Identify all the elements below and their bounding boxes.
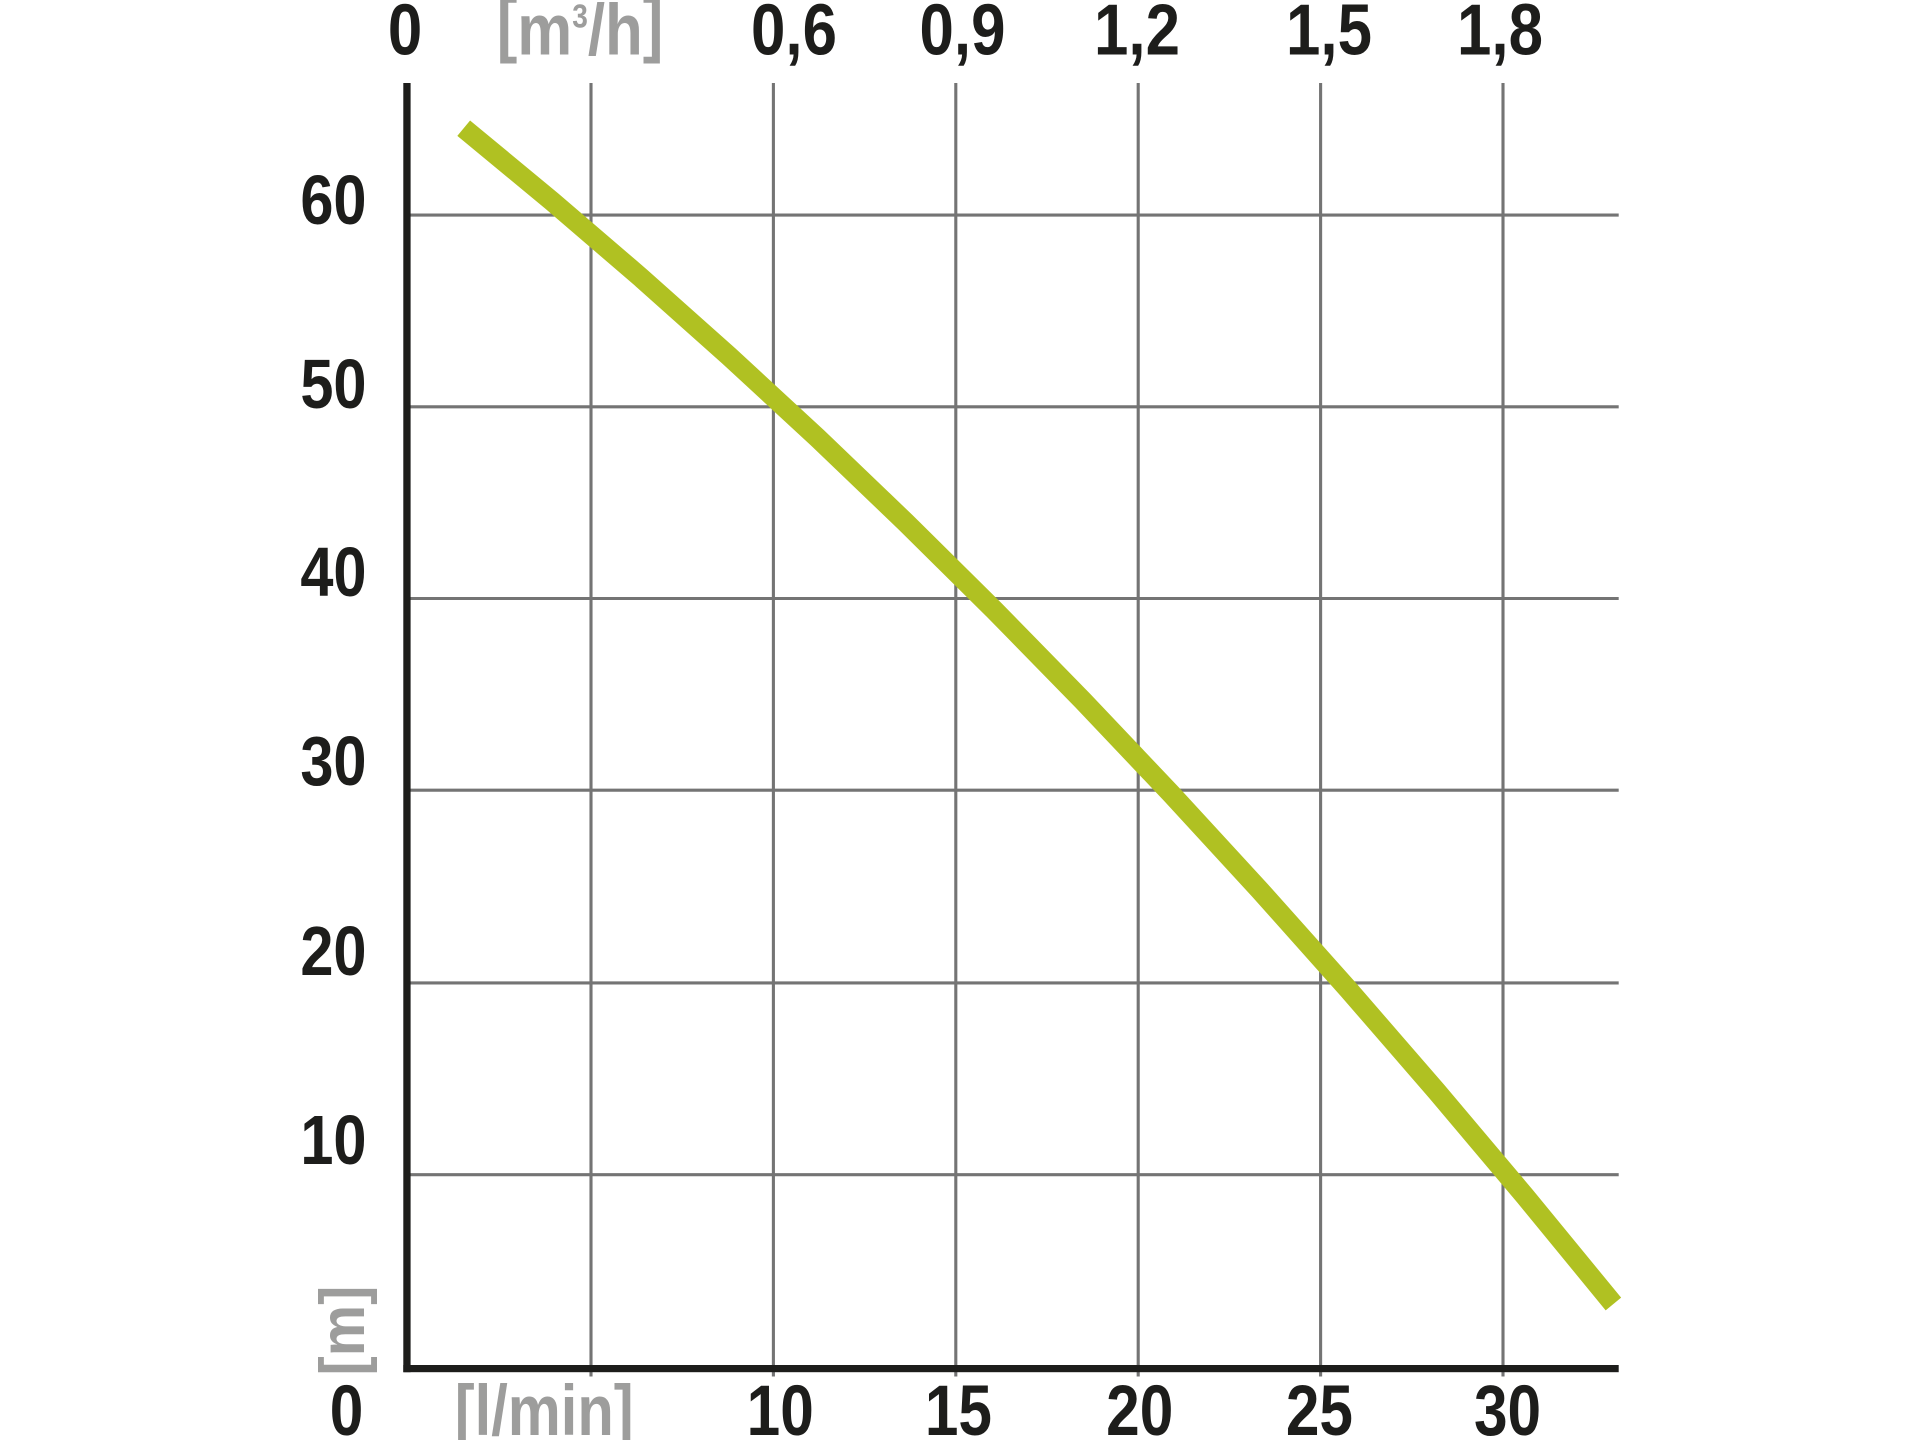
svg-text:25: 25: [1286, 1370, 1353, 1440]
svg-text:[m]: [m]: [306, 1286, 377, 1376]
svg-text:1,5: 1,5: [1286, 0, 1372, 71]
svg-text:15: 15: [925, 1370, 992, 1440]
svg-text:10: 10: [300, 1101, 366, 1180]
svg-text:0,9: 0,9: [920, 0, 1006, 71]
svg-text:50: 50: [300, 344, 366, 423]
svg-text:0: 0: [330, 1370, 364, 1440]
svg-text:0: 0: [388, 0, 422, 71]
svg-text:[m3/h]: [m3/h]: [497, 0, 664, 71]
svg-text:20: 20: [1106, 1370, 1173, 1440]
svg-text:30: 30: [1474, 1370, 1541, 1440]
svg-text:1,8: 1,8: [1457, 0, 1543, 71]
svg-text:40: 40: [300, 532, 366, 611]
svg-text:60: 60: [300, 161, 366, 240]
svg-text:20: 20: [300, 911, 366, 990]
svg-text:10: 10: [747, 1370, 814, 1440]
svg-text:[l/min]: [l/min]: [455, 1371, 634, 1440]
svg-text:0,6: 0,6: [751, 0, 837, 71]
svg-text:30: 30: [300, 721, 366, 800]
svg-text:1,2: 1,2: [1094, 0, 1180, 71]
